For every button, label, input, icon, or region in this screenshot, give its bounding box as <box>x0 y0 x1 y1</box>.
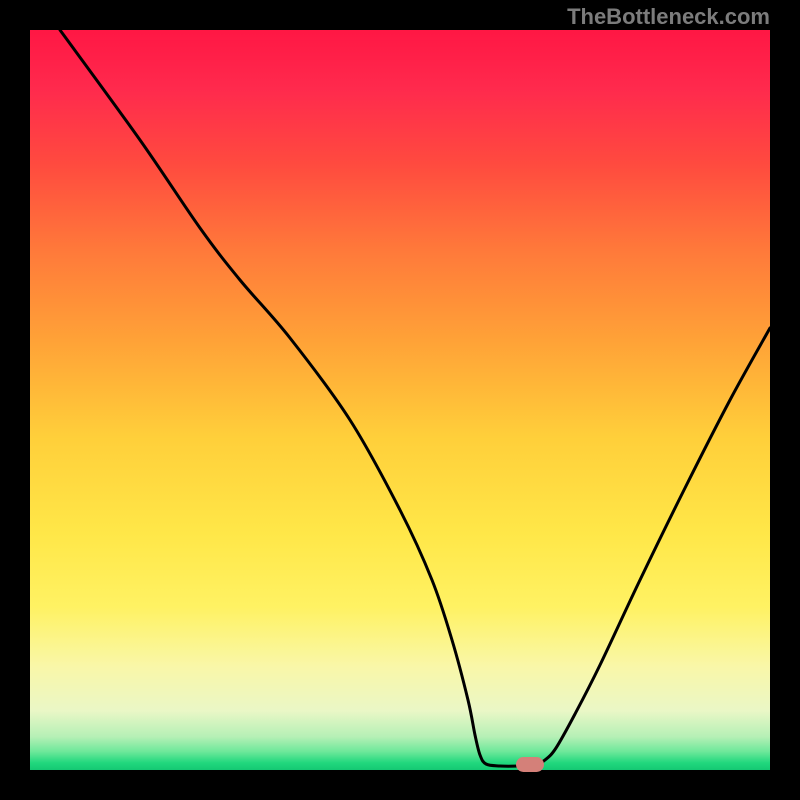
plot-area <box>30 30 770 770</box>
optimum-marker <box>516 757 544 772</box>
chart-container: TheBottleneck.com <box>0 0 800 800</box>
watermark-text: TheBottleneck.com <box>567 4 770 30</box>
bottleneck-curve <box>30 30 770 770</box>
